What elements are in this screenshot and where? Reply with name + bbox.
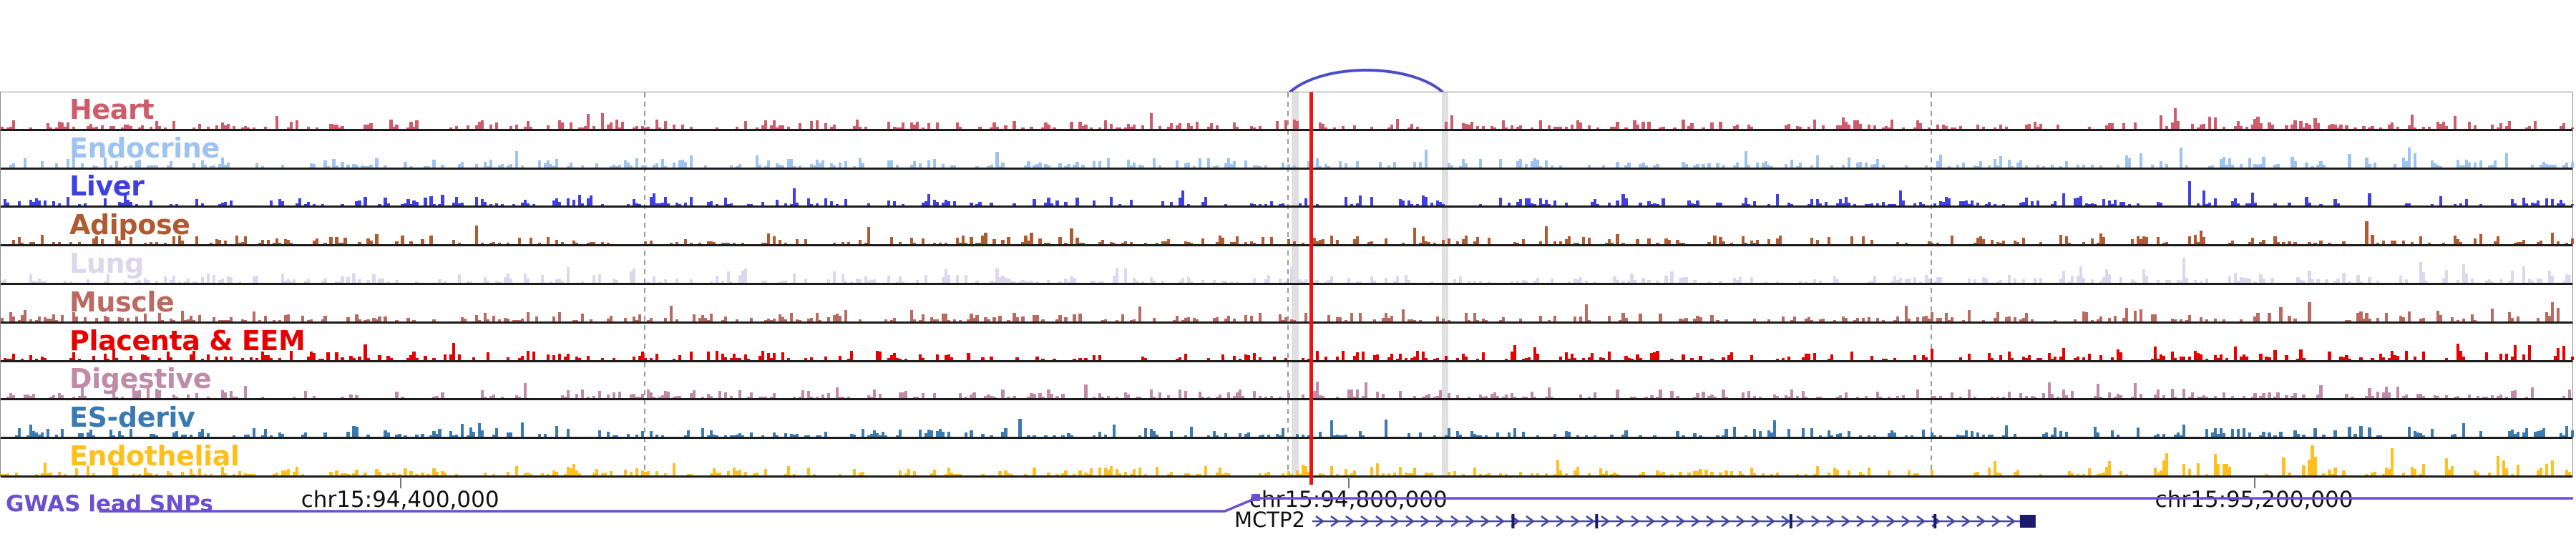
track-baseline [1, 244, 2572, 247]
signal-profile [1, 211, 2575, 245]
chromatin-loop-arc [1289, 69, 1444, 93]
gene-annotation-track[interactable]: MCTP2 [0, 508, 2576, 537]
gwas-connector-line [99, 497, 2573, 513]
signal-profile [1, 365, 2572, 399]
signal-profile [1, 289, 2572, 321]
gwas-lead-snps-label: GWAS lead SNPs [6, 491, 213, 517]
track-baseline [1, 321, 2572, 324]
track-label: Liver [69, 170, 145, 203]
track-baseline [1, 437, 2572, 440]
track-baseline [1, 359, 2572, 362]
signal-track-lung[interactable]: Lung [1, 246, 2572, 285]
gene-name-label: MCTP2 [1234, 508, 1305, 532]
signal-profile [1, 442, 2572, 475]
track-baseline [1, 398, 2572, 401]
track-label: Digestive [69, 363, 212, 395]
signal-profile [1, 173, 2575, 206]
track-label: Adipose [69, 209, 190, 241]
track-baseline [1, 128, 2572, 131]
signal-track-adipose[interactable]: Adipose [1, 208, 2575, 247]
track-label: Muscle [69, 286, 175, 318]
track-label: Endothelial [69, 440, 240, 472]
track-label: ES-deriv [69, 402, 195, 434]
gwas-lead-snps-line [99, 494, 2573, 513]
gwas-lead-snp-marker[interactable] [1251, 494, 1260, 501]
coordinate-tick [1348, 477, 1350, 488]
coordinate-label: chr15:94,400,000 [301, 487, 499, 513]
signal-profile [1, 96, 2575, 129]
snp-vertical-line [1309, 92, 1313, 485]
signal-profile [1, 327, 2575, 360]
signal-profile [1, 250, 2572, 283]
coordinate-label: chr15:95,200,000 [2155, 487, 2353, 513]
signal-track-placenta-eem[interactable]: Placenta & EEM [1, 324, 2575, 362]
coordinate-axis: chr15:94,400,000 chr15:94,800,000 chr15:95… [0, 477, 2576, 537]
track-label: Placenta & EEM [69, 324, 306, 357]
track-baseline [1, 475, 2572, 478]
signal-profile [1, 135, 2575, 168]
track-label: Heart [69, 93, 155, 125]
signal-track-endocrine[interactable]: Endocrine [1, 131, 2575, 170]
signal-track-endothelial[interactable]: Endothelial [1, 439, 2572, 478]
coordinate-label: chr15:94,800,000 [1249, 487, 1448, 513]
track-baseline [1, 167, 2572, 170]
coordinate-tick [2254, 477, 2256, 488]
track-label: Lung [69, 247, 144, 279]
signal-track-es-deriv[interactable]: ES-deriv [1, 400, 2575, 440]
signal-track-liver[interactable]: Liver [1, 170, 2575, 208]
signal-track-heart[interactable]: Heart [1, 92, 2575, 131]
signal-profile [1, 404, 2575, 437]
track-baseline [1, 205, 2572, 208]
track-baseline [1, 282, 2572, 285]
track-label: Endocrine [69, 132, 220, 164]
signal-track-muscle[interactable]: Muscle [1, 285, 2572, 324]
signal-track-digestive[interactable]: Digestive [1, 362, 2572, 401]
coordinate-tick [400, 477, 402, 488]
signal-tracks-panel: Heart Endocrine Liver Adipose Lung Muscle Plac… [0, 92, 2575, 485]
gene-model[interactable] [0, 510, 2576, 537]
gwas-lead-snps-track[interactable]: GWAS lead SNPs [0, 491, 2576, 518]
